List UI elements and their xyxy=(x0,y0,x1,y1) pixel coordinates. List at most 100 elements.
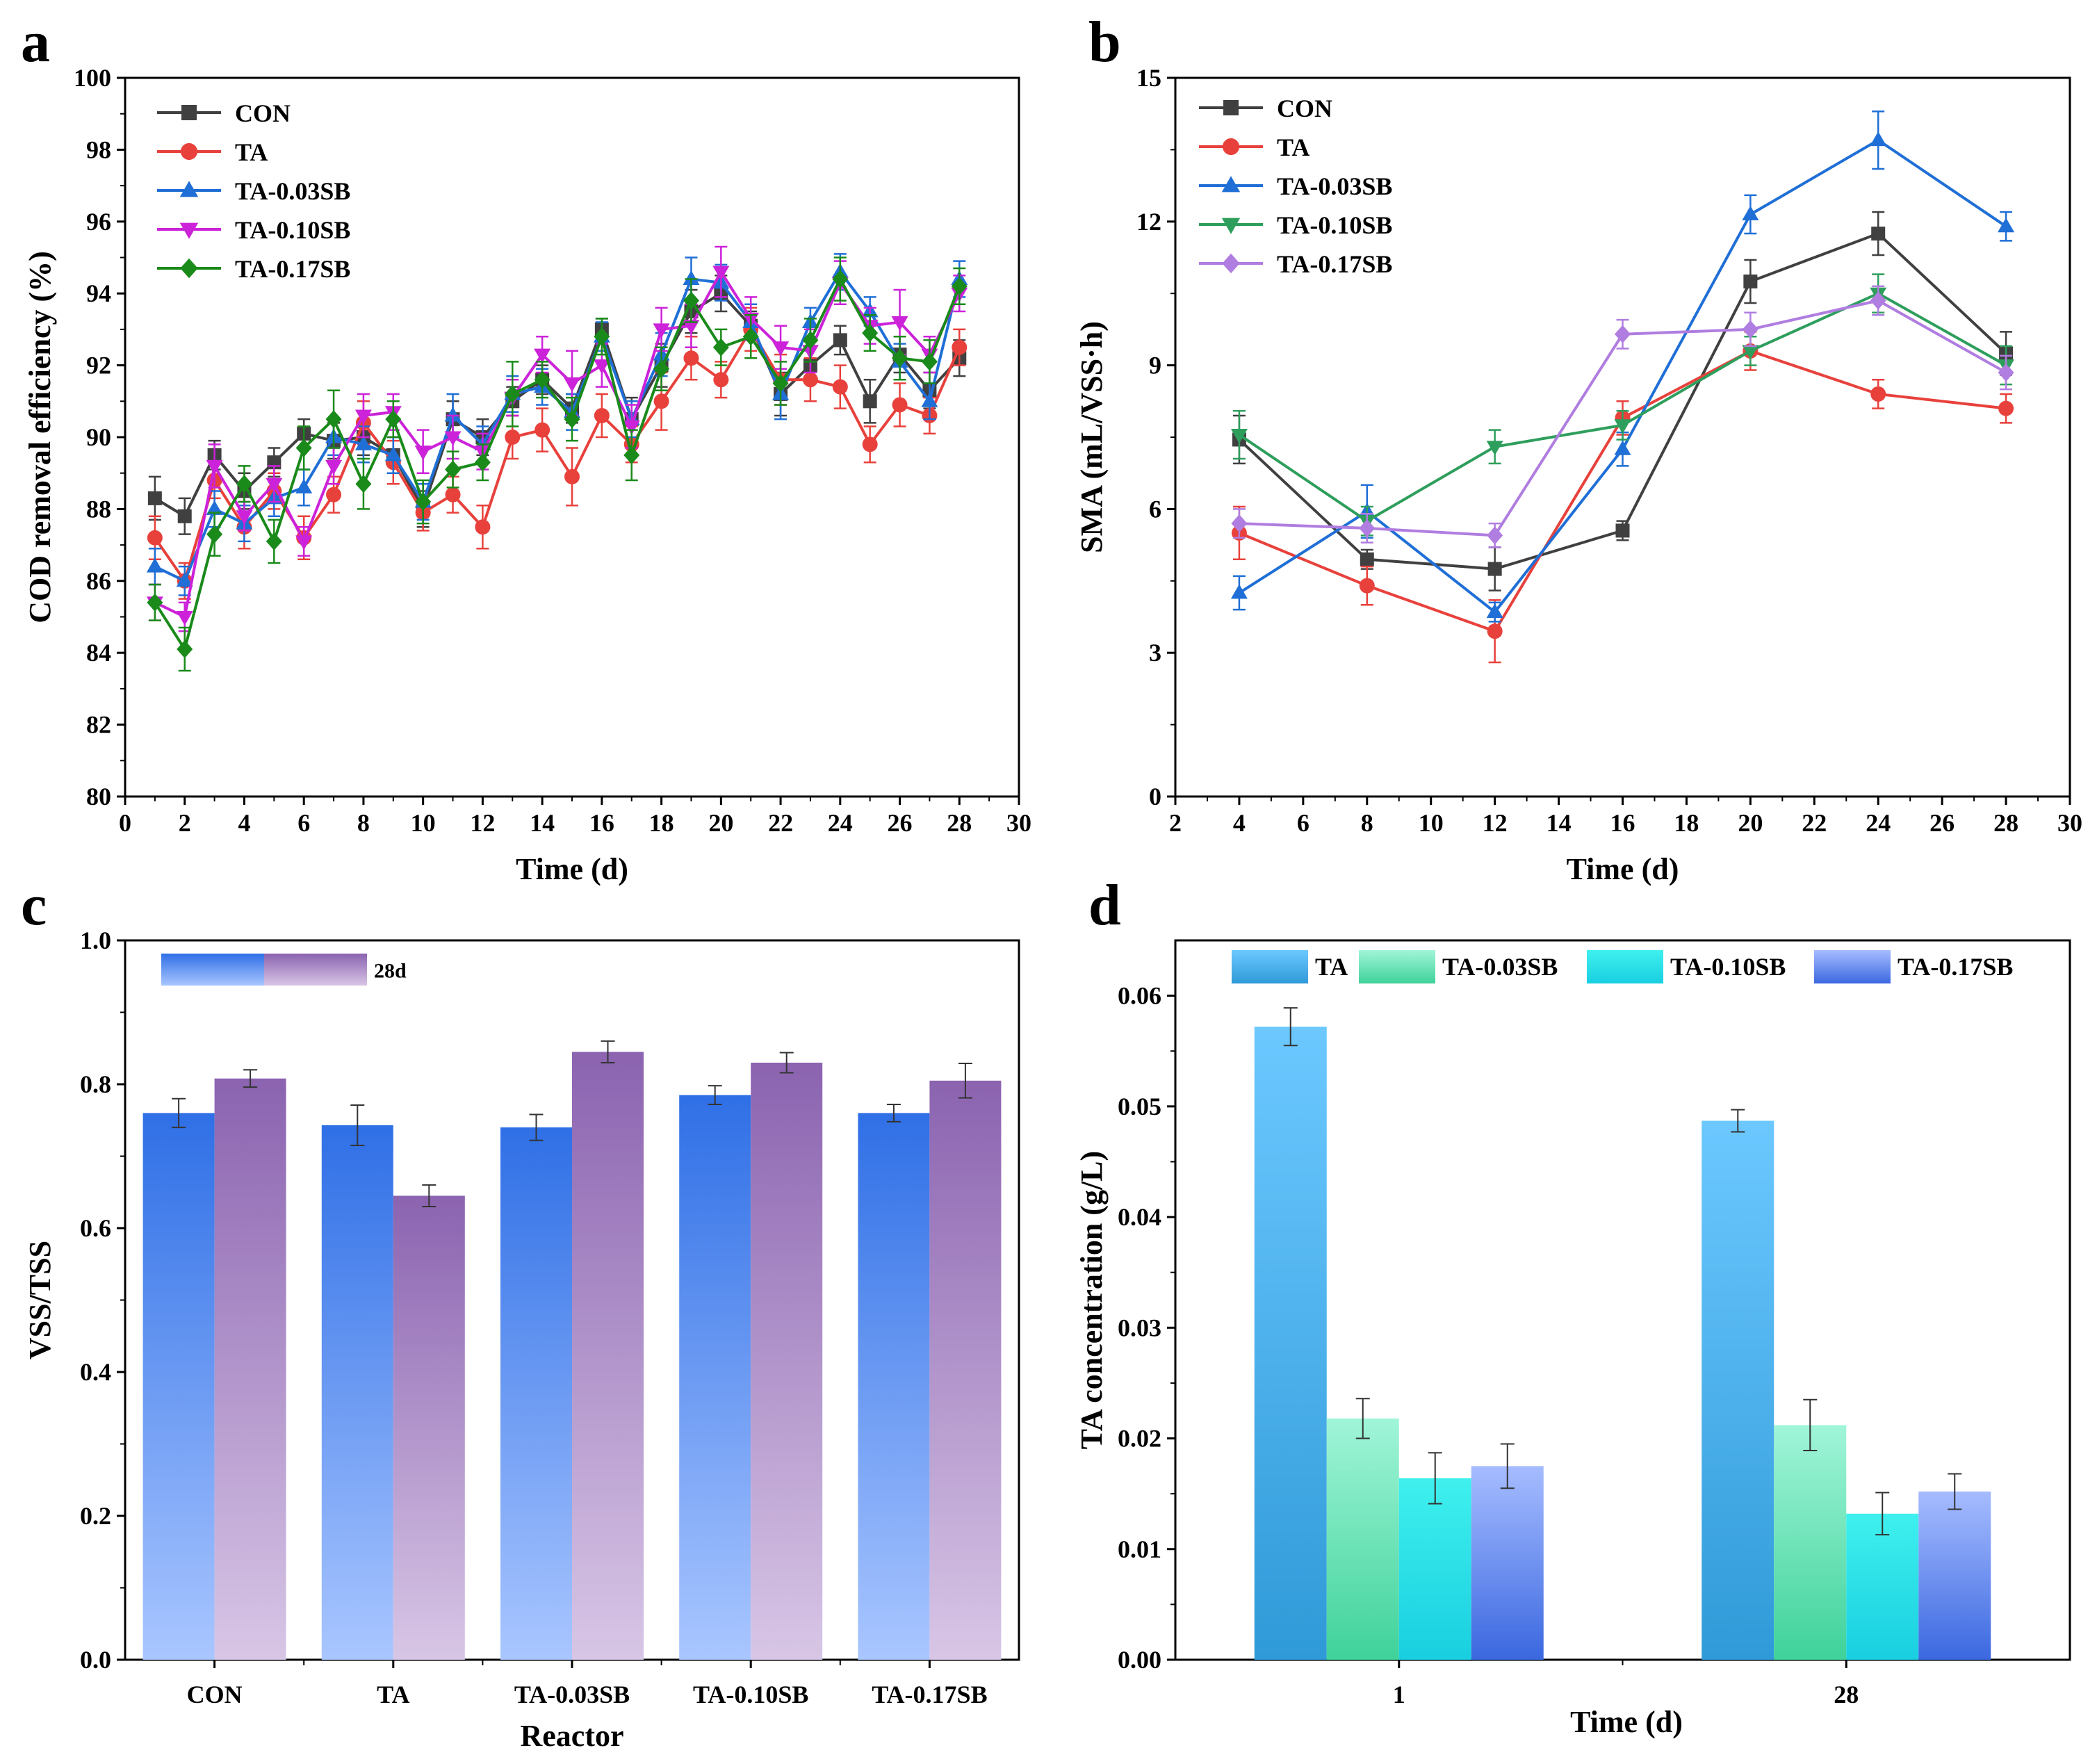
x-tick-label: 16 xyxy=(1610,809,1635,837)
data-point xyxy=(1359,518,1376,537)
y-axis-title: VSS/TSS xyxy=(23,1241,57,1359)
legend-item-ta-0-10sb: TA-0.10SB xyxy=(1199,211,1392,239)
legend-item-ta-0-17sb: TA-0.17SB xyxy=(157,255,350,283)
data-point xyxy=(772,341,790,357)
data-point xyxy=(1230,584,1248,599)
error-bar xyxy=(1875,1492,1890,1536)
bar-28d xyxy=(572,1052,644,1660)
data-point xyxy=(683,350,699,366)
legend-item-ta: TA xyxy=(1199,133,1309,161)
legend-marker xyxy=(181,105,197,120)
x-tick-label: TA-0.03SB xyxy=(514,1681,630,1708)
bar-28d xyxy=(929,1080,1002,1660)
data-point xyxy=(177,640,193,659)
series-line-ta-0-10sb xyxy=(154,269,961,619)
data-point xyxy=(444,431,462,446)
x-tick-label: 26 xyxy=(1929,809,1955,837)
data-point xyxy=(951,277,968,295)
x-tick-label: 2 xyxy=(1169,809,1182,837)
data-point xyxy=(1487,526,1503,545)
legend-label: TA-0.17SB xyxy=(1898,953,2013,981)
x-axis-title: Reactor xyxy=(520,1719,623,1753)
x-tick-label: 8 xyxy=(1361,809,1373,837)
x-tick-label: 14 xyxy=(530,809,555,837)
bar-ta-0-10sb xyxy=(1846,1513,1919,1660)
data-point xyxy=(832,270,849,288)
x-tick-label: 18 xyxy=(649,809,674,837)
data-point xyxy=(1230,429,1248,444)
data-point xyxy=(147,491,162,505)
data-point xyxy=(384,446,402,462)
panel-d: 0.00 0.01 0.02 0.03 0.04 0.05 0.06 1 28 Time (d) T… xyxy=(1075,873,2071,1739)
data-point xyxy=(325,459,343,475)
x-tick-label: TA-0.17SB xyxy=(872,1681,987,1708)
legend-swatch xyxy=(264,954,367,986)
error-bar xyxy=(708,1085,722,1105)
data-point xyxy=(594,407,610,423)
data-point xyxy=(1742,320,1759,338)
legend-swatch xyxy=(1587,950,1663,983)
y-axis-ticks: 0.00 0.01 0.02 0.03 0.04 0.05 0.06 xyxy=(1118,982,1175,1674)
data-point xyxy=(1487,623,1503,639)
legend-marker xyxy=(1222,253,1240,274)
data-point xyxy=(1360,552,1374,566)
data-point xyxy=(147,530,163,546)
bar-group-ta xyxy=(321,1104,465,1660)
x-tick-label: 20 xyxy=(708,809,733,837)
data-point xyxy=(534,348,551,364)
legend-label: 28d xyxy=(374,960,407,983)
data-point xyxy=(266,477,283,493)
y-tick-label: 15 xyxy=(1136,64,1161,92)
legend-marker xyxy=(1221,218,1241,234)
data-point xyxy=(594,327,610,346)
bar-4d xyxy=(321,1125,393,1660)
data-point xyxy=(1231,514,1248,533)
error-bar xyxy=(601,1040,615,1063)
series-line-ta xyxy=(1239,349,2007,633)
legend-label: TA-0.17SB xyxy=(1277,250,1392,278)
y-tick-label: 3 xyxy=(1149,639,1161,667)
legend-label: CON xyxy=(235,99,291,127)
x-tick-label: 28 xyxy=(947,809,972,837)
bar-ta-0-17sb xyxy=(1471,1466,1544,1660)
error-bar xyxy=(779,1052,794,1074)
series-ta xyxy=(1231,331,2014,664)
series-ta-0-17sb xyxy=(1231,285,2014,548)
legend-marker xyxy=(180,142,198,161)
x-axis-title: Time (d) xyxy=(516,852,628,886)
x-tick-label: 12 xyxy=(470,809,495,837)
bar-ta-0-03sb xyxy=(1774,1425,1847,1660)
data-point xyxy=(1486,603,1503,619)
legend-label: TA xyxy=(235,138,268,166)
panel-a: 0 2 4 6 8 10 12 14 16 18 20 22 24 26 28 308082848688909… xyxy=(21,10,1031,886)
error-bar xyxy=(529,1113,544,1141)
data-point xyxy=(863,394,877,409)
y-tick-label: 80 xyxy=(86,783,111,810)
x-tick-label: 0 xyxy=(119,809,131,837)
x-axis-title: Time (d) xyxy=(1567,852,1679,886)
data-point xyxy=(206,500,223,515)
error-bar xyxy=(886,1103,901,1122)
bar-28d xyxy=(214,1078,286,1660)
y-axis-title: COD removal efficiency (%) xyxy=(23,251,57,623)
bar-group-1 xyxy=(1254,1007,1544,1660)
legend: CON TA TA-0.03SB TA-0.10SB TA-0.17SB xyxy=(1199,95,1392,278)
y-tick-label: 92 xyxy=(86,352,111,379)
x-tick-label: 24 xyxy=(1866,809,1891,837)
data-point xyxy=(1614,440,1631,455)
y-tick-label: 0.0 xyxy=(80,1646,111,1674)
y-tick-label: 0.00 xyxy=(1118,1646,1161,1674)
y-tick-label: 0 xyxy=(1149,783,1161,810)
y-tick-label: 86 xyxy=(86,567,111,595)
x-tick-label: 24 xyxy=(828,809,853,837)
bar-group-28 xyxy=(1702,1109,1991,1660)
data-point xyxy=(535,422,550,438)
data-point xyxy=(712,266,730,281)
y-tick-label: 0.04 xyxy=(1118,1203,1161,1231)
data-point xyxy=(564,377,580,392)
y-tick-label: 84 xyxy=(86,639,111,667)
data-point xyxy=(1870,291,1886,310)
x-tick-label: 12 xyxy=(1483,809,1508,837)
legend-marker xyxy=(179,181,199,197)
